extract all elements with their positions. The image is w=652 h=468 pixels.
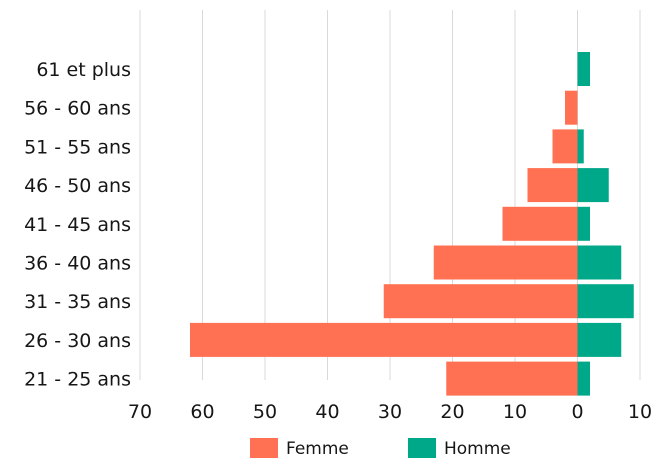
bar-homme — [577, 361, 590, 396]
category-label: 31 - 35 ans — [24, 291, 131, 313]
x-tick-label: 50 — [253, 401, 277, 423]
legend-label-homme: Homme — [444, 439, 511, 459]
bar-homme — [577, 129, 584, 164]
bar-femme — [565, 90, 578, 125]
x-tick-label: 70 — [128, 401, 152, 423]
category-label: 56 - 60 ans — [24, 98, 131, 120]
legend-swatch-homme — [408, 438, 436, 458]
legend-label-femme: Femme — [286, 439, 349, 459]
x-tick-label: 30 — [378, 401, 402, 423]
x-tick-label: 10 — [628, 401, 652, 423]
x-tick-label: 0 — [571, 401, 583, 423]
x-tick-label: 40 — [315, 401, 339, 423]
x-tick-label: 60 — [190, 401, 214, 423]
x-tick-label: 10 — [503, 401, 527, 423]
legend-swatch-femme — [250, 438, 278, 458]
bar-homme — [577, 322, 622, 357]
bar-homme — [577, 206, 590, 241]
bar-femme — [383, 284, 578, 319]
legend: Femme Homme — [250, 438, 511, 459]
bar-homme — [577, 284, 634, 319]
category-label: 26 - 30 ans — [24, 330, 131, 352]
x-tick-label: 20 — [440, 401, 464, 423]
bar-femme — [190, 322, 578, 357]
bar-homme — [577, 168, 609, 203]
category-label: 61 et plus — [36, 59, 131, 81]
category-label: 36 - 40 ans — [24, 253, 131, 275]
bar-femme — [446, 361, 578, 396]
bar-homme — [577, 52, 590, 86]
gridlines — [139, 10, 641, 380]
category-label: 51 - 55 ans — [24, 136, 131, 158]
x-axis-tick-labels: 70 60 50 40 30 20 10 0 10 — [128, 401, 652, 423]
category-label: 21 - 25 ans — [24, 369, 131, 391]
category-labels: 61 et plus 56 - 60 ans 51 - 55 ans 46 - 50 … — [24, 59, 131, 391]
bar-homme — [577, 245, 622, 280]
bar-femme — [433, 245, 578, 280]
bar-femme — [502, 206, 578, 241]
bar-femme — [552, 129, 578, 164]
category-label: 41 - 45 ans — [24, 214, 131, 236]
bars — [190, 52, 634, 396]
bar-femme — [527, 168, 578, 203]
category-label: 46 - 50 ans — [24, 175, 131, 197]
